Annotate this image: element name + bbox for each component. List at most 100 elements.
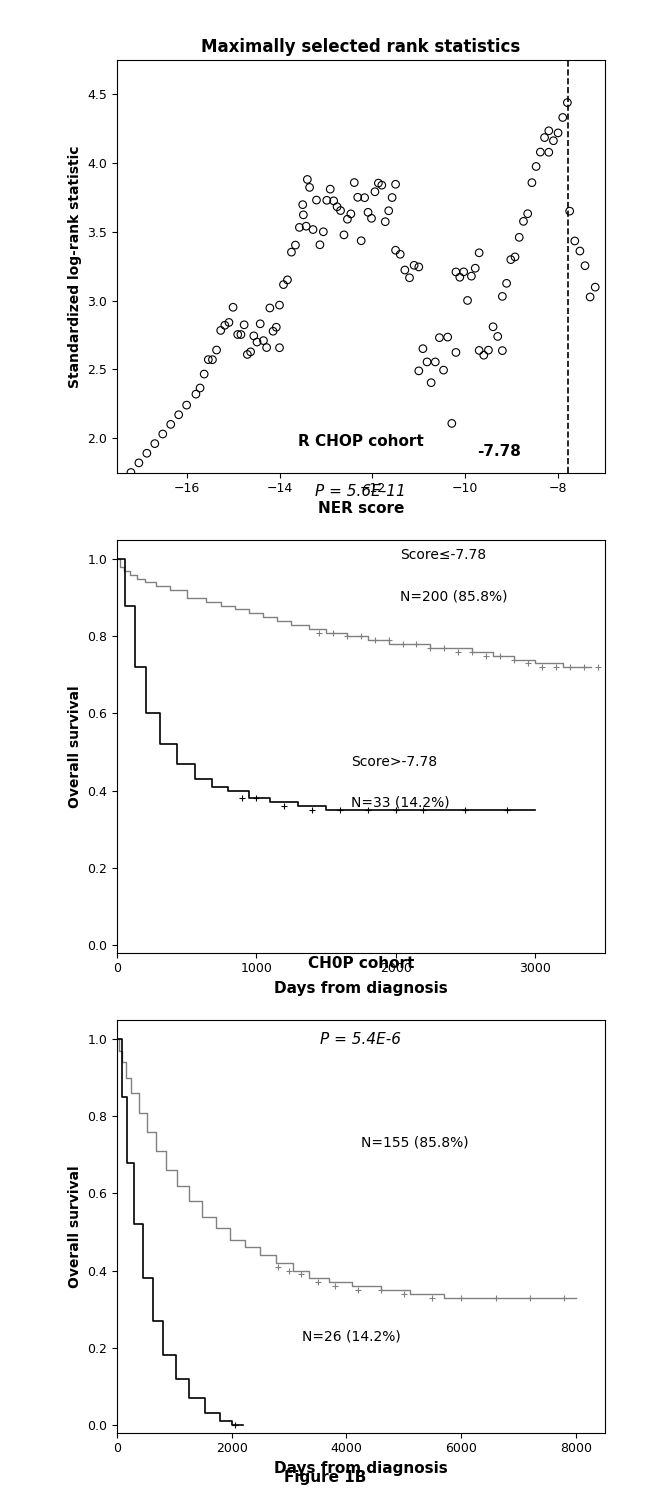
Text: -7.78: -7.78 — [477, 444, 521, 459]
Point — [506, 248, 516, 272]
Text: CH0P cohort: CH0P cohort — [307, 956, 414, 970]
Point — [391, 172, 401, 196]
Point — [228, 296, 239, 320]
Point — [242, 342, 253, 366]
Point — [142, 441, 152, 465]
Point — [224, 310, 234, 334]
Text: N=26 (14.2%): N=26 (14.2%) — [302, 1329, 401, 1344]
Text: N=33 (14.2%): N=33 (14.2%) — [351, 795, 450, 810]
Point — [211, 338, 222, 362]
Point — [474, 242, 484, 266]
Point — [434, 326, 445, 350]
Point — [181, 393, 192, 417]
Point — [134, 452, 144, 476]
Point — [514, 225, 525, 249]
Point — [535, 140, 545, 164]
Point — [413, 255, 424, 279]
Point — [207, 348, 218, 372]
Point — [447, 411, 457, 435]
Point — [325, 177, 335, 201]
Y-axis label: Overall survival: Overall survival — [68, 686, 82, 807]
Point — [384, 200, 394, 223]
Point — [470, 256, 480, 280]
Point — [233, 322, 243, 346]
Point — [125, 460, 136, 484]
Point — [540, 126, 550, 150]
Text: N=200 (85.8%): N=200 (85.8%) — [400, 590, 507, 603]
Point — [248, 324, 259, 348]
Point — [190, 382, 201, 406]
Point — [438, 358, 448, 382]
Point — [286, 240, 296, 264]
X-axis label: NER score: NER score — [318, 501, 404, 516]
Point — [510, 244, 520, 268]
Point — [174, 404, 184, 427]
Point — [580, 254, 590, 278]
Point — [543, 141, 554, 165]
Point — [458, 260, 469, 284]
Point — [426, 370, 436, 394]
Point — [328, 189, 339, 213]
Point — [376, 172, 387, 196]
Point — [261, 336, 272, 360]
Point — [339, 224, 349, 248]
Point — [590, 274, 601, 298]
Point — [450, 260, 461, 284]
Point — [558, 105, 568, 129]
Y-axis label: Standardized log-rank statistic: Standardized log-rank statistic — [68, 146, 82, 387]
Point — [380, 210, 391, 234]
Point — [430, 350, 441, 374]
Point — [274, 336, 285, 360]
Point — [220, 314, 230, 338]
Point — [268, 320, 278, 344]
Point — [302, 168, 313, 192]
Y-axis label: Overall survival: Overall survival — [68, 1166, 82, 1287]
Point — [349, 171, 359, 195]
Point — [245, 340, 255, 364]
Point — [497, 285, 508, 309]
Point — [531, 154, 541, 178]
Text: Figure 1B: Figure 1B — [284, 1470, 366, 1485]
Point — [363, 201, 373, 225]
Point — [298, 202, 309, 226]
Point — [523, 201, 533, 225]
Point — [422, 350, 432, 374]
Point — [409, 254, 419, 278]
Point — [236, 322, 246, 346]
Point — [575, 238, 585, 262]
Point — [553, 122, 564, 146]
Point — [239, 314, 250, 338]
Point — [474, 339, 484, 363]
Text: Score>-7.78: Score>-7.78 — [351, 754, 437, 768]
Point — [450, 340, 461, 364]
Point — [258, 328, 268, 352]
Point — [342, 207, 352, 231]
Point — [356, 228, 367, 252]
Point — [443, 326, 453, 350]
Point — [548, 129, 558, 153]
Text: P = 5.6E-11: P = 5.6E-11 — [315, 483, 406, 498]
Point — [290, 232, 300, 256]
Text: R CHOP cohort: R CHOP cohort — [298, 435, 424, 450]
Point — [478, 344, 489, 368]
Point — [413, 358, 424, 382]
Point — [298, 192, 308, 216]
Point — [543, 118, 554, 142]
Point — [199, 362, 209, 386]
Point — [518, 210, 528, 234]
Point — [466, 264, 476, 288]
Point — [562, 90, 573, 114]
Point — [311, 188, 322, 211]
Point — [488, 315, 499, 339]
Text: Score≤-7.78: Score≤-7.78 — [400, 549, 486, 562]
Point — [564, 200, 575, 223]
Point — [370, 180, 380, 204]
Point — [322, 189, 332, 213]
Point — [252, 330, 262, 354]
Point — [346, 202, 356, 226]
Point — [301, 214, 311, 238]
Point — [367, 207, 377, 231]
Point — [274, 292, 285, 316]
Text: N=155 (85.8%): N=155 (85.8%) — [361, 1136, 469, 1149]
Point — [497, 339, 508, 363]
